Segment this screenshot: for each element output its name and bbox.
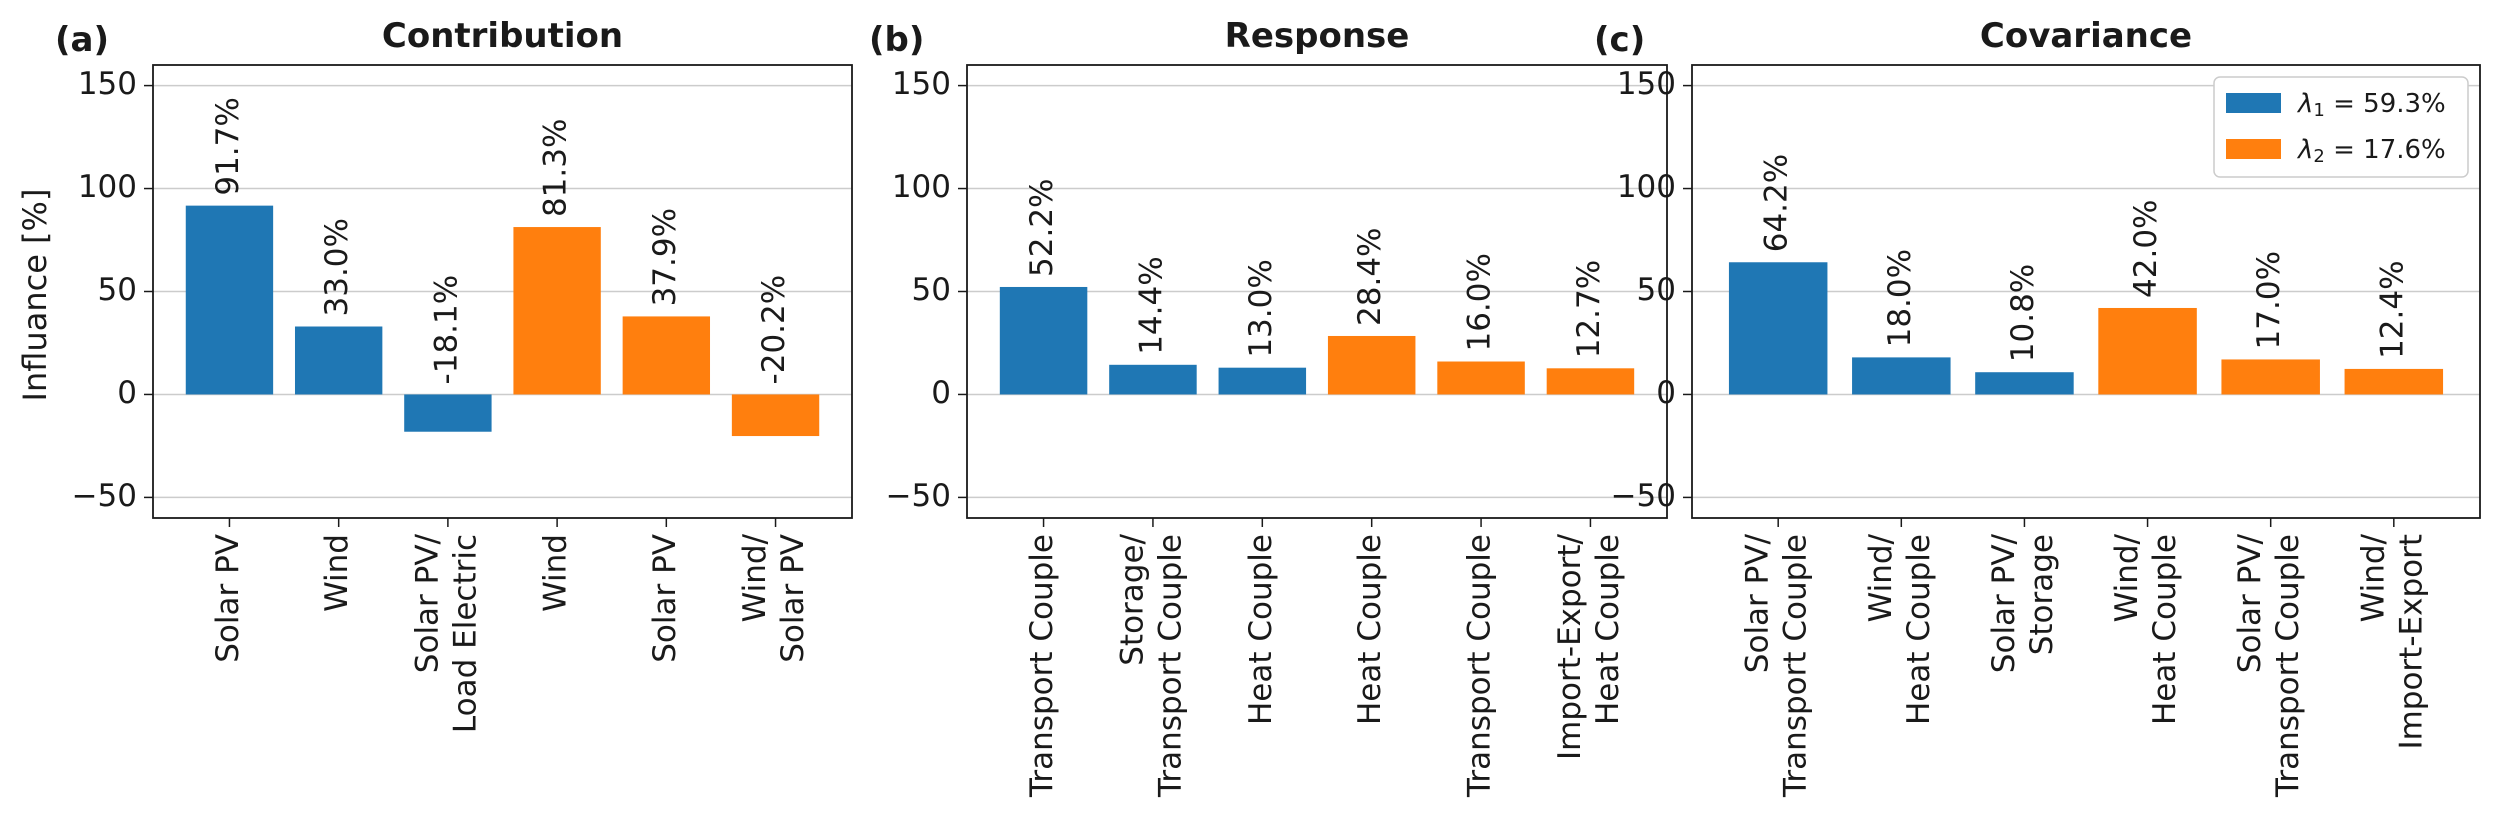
category-label: Import-Export: [2393, 534, 2429, 750]
bar: [1546, 368, 1635, 395]
y-tick-label: 100: [1617, 169, 1676, 205]
y-tick-label: 100: [892, 169, 951, 205]
category-label: Wind: [538, 534, 574, 612]
bar: [1327, 335, 1416, 395]
category-label: Transport Couple: [1152, 534, 1188, 798]
data-label: 10.8%: [2005, 264, 2041, 362]
bar: [1109, 364, 1197, 395]
bar: [1437, 361, 1525, 395]
panel-c: 64.2% Solar PV/Transport Couple 18.0% Wind/…: [1594, 16, 2481, 798]
y-tick-label: 0: [931, 375, 951, 411]
category-label: Solar PV: [775, 534, 811, 663]
data-label: -18.1%: [428, 275, 464, 385]
bar: [294, 326, 383, 395]
category-label: Solar PV/: [1740, 533, 1776, 673]
bar: [999, 286, 1088, 395]
category-label: Heat Couple: [1243, 534, 1279, 725]
data-label: 91.7%: [210, 97, 246, 195]
category-label: Heat Couple: [2147, 534, 2183, 725]
category-label: Transport Couple: [1024, 534, 1060, 798]
category-label: Solar PV/: [409, 533, 445, 673]
legend-entry: λ2 = 17.6%: [2296, 135, 2446, 168]
bar: [2098, 307, 2197, 395]
category-label: Solar PV: [647, 534, 683, 663]
panel-a: 91.7% Solar PV 33.0% Wind -18.1% Solar PV/Loa…: [55, 16, 853, 733]
y-tick-label: 0: [1656, 375, 1676, 411]
category-label: Heat Couple: [1352, 534, 1388, 725]
bar: [1218, 367, 1307, 395]
bar: [185, 205, 274, 395]
data-label: 81.3%: [538, 119, 574, 217]
bar: [2344, 368, 2444, 395]
panel-title: Covariance: [1980, 16, 2192, 56]
y-tick-label: −50: [886, 478, 951, 514]
data-label: 18.0%: [1882, 249, 1918, 347]
category-label: Wind/: [1863, 533, 1899, 622]
bar: [731, 394, 820, 437]
legend: λ1 = 59.3% λ2 = 17.6%: [2213, 76, 2469, 178]
category-label: Solar PV/: [2232, 533, 2268, 673]
category-label: Heat Couple: [1590, 534, 1626, 725]
category-label: Solar PV: [210, 534, 246, 663]
data-label: 42.0%: [2128, 199, 2164, 297]
category-label: Storage: [2024, 534, 2060, 655]
data-label: 64.2%: [1759, 154, 1795, 252]
bar: [622, 316, 711, 395]
category-label: Wind/: [2355, 533, 2391, 622]
legend-swatch: [2226, 93, 2281, 113]
y-tick-label: 50: [912, 272, 951, 308]
bar: [2221, 359, 2320, 395]
panel-title: Response: [1225, 16, 1410, 56]
y-tick-label: 150: [892, 66, 951, 102]
data-label: 13.0%: [1243, 259, 1279, 357]
bar: [1852, 357, 1951, 395]
bar: [513, 227, 601, 395]
data-label: 16.0%: [1462, 253, 1498, 351]
category-label: Heat Couple: [1901, 534, 1937, 725]
data-label: 17.0%: [2251, 251, 2287, 349]
category-label: Transport Couple: [1778, 534, 1814, 798]
bar: [1975, 372, 2074, 395]
data-label: -20.2%: [756, 275, 792, 385]
y-tick-label: 50: [1637, 272, 1676, 308]
data-label: 12.4%: [2374, 260, 2410, 358]
y-tick-label: 50: [98, 272, 137, 308]
bar: [404, 394, 492, 432]
data-label: 52.2%: [1024, 178, 1060, 276]
category-label: Transport Couple: [2270, 534, 2306, 798]
y-tick-label: 100: [78, 169, 137, 205]
data-label: 14.4%: [1133, 256, 1169, 354]
data-label: 12.7%: [1571, 260, 1607, 358]
data-label: 28.4%: [1352, 227, 1388, 325]
category-label: Wind/: [737, 533, 773, 622]
y-tick-label: −50: [72, 478, 137, 514]
panels: 91.7% Solar PV 33.0% Wind -18.1% Solar PV/Loa…: [55, 16, 2481, 798]
panel-letter: (c): [1594, 20, 1645, 60]
category-label: Import-Export/: [1552, 533, 1588, 760]
category-label: Wind/: [2109, 533, 2145, 622]
category-label: Load Electric: [447, 534, 483, 733]
legend-entry: λ1 = 59.3%: [2296, 89, 2446, 122]
legend-swatch: [2226, 139, 2281, 159]
data-label: 33.0%: [319, 218, 355, 316]
panel-letter: (b): [869, 20, 924, 60]
panel-title: Contribution: [382, 16, 623, 56]
category-label: Storage/: [1114, 533, 1150, 665]
y-tick-label: 150: [1617, 66, 1676, 102]
y-axis-label: Influance [%]: [16, 189, 54, 402]
y-tick-label: −50: [1611, 478, 1676, 514]
y-tick-label: 150: [78, 66, 137, 102]
panel-letter: (a): [55, 20, 109, 60]
y-tick-label: 0: [117, 375, 137, 411]
category-label: Wind: [319, 534, 355, 612]
bar: [1728, 262, 1828, 395]
panel-b: 52.2% Transport Couple 14.4% Storage/Transp…: [869, 16, 1668, 798]
data-label: 37.9%: [647, 208, 683, 306]
category-label: Transport Couple: [1462, 534, 1498, 798]
category-label: Solar PV/: [1986, 533, 2022, 673]
